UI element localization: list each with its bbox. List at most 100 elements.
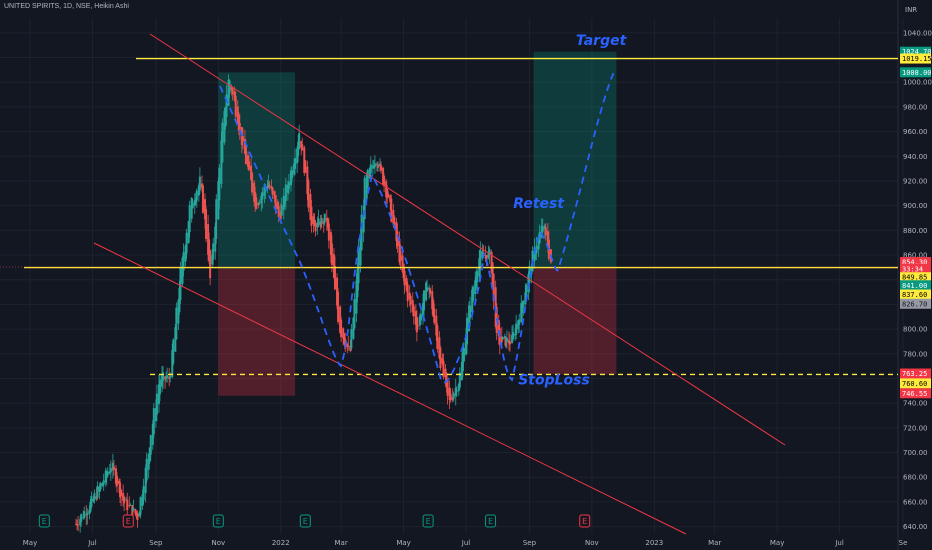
- candle-body: [132, 507, 135, 511]
- y-tick-label: 880.00: [903, 227, 928, 235]
- x-tick-label: Mar: [335, 539, 348, 547]
- y-tick-label: 680.00: [903, 474, 928, 482]
- candle-body: [322, 221, 325, 224]
- candle-body: [233, 91, 236, 101]
- candle-body: [162, 372, 165, 381]
- candle-body: [207, 224, 210, 255]
- candle-body: [454, 387, 457, 396]
- candle-body: [460, 361, 463, 380]
- price-badge-bg: [900, 378, 931, 389]
- candle-body: [448, 387, 451, 400]
- candle-body: [472, 287, 475, 301]
- candle-body: [399, 250, 402, 261]
- candle-body: [329, 232, 332, 255]
- price-badge: 826.70: [900, 298, 931, 309]
- time-axis[interactable]: May Jul Sep Nov 2022 Mar May Jul Sep Nov 2023 Mar Ma…: [23, 539, 908, 547]
- candle-body: [429, 288, 432, 294]
- candle-body: [194, 197, 197, 203]
- candle-body: [412, 306, 415, 317]
- candle-body: [524, 292, 527, 305]
- candle-body: [95, 496, 98, 499]
- candle-body: [451, 397, 454, 400]
- x-tick-label: Nov: [585, 539, 599, 547]
- price-badge: 746.55: [900, 388, 931, 399]
- candle-body: [521, 302, 524, 313]
- price-badge-label: 1024.70: [902, 48, 932, 56]
- candle-body: [129, 504, 132, 506]
- candle-body: [360, 214, 363, 251]
- exchange-label: NSE: [75, 3, 91, 10]
- candle-body: [330, 243, 333, 265]
- candle-body: [528, 266, 531, 284]
- candle-body: [79, 519, 82, 526]
- candle-body: [209, 250, 212, 279]
- price-badge-bg: [900, 53, 931, 64]
- candle-body: [215, 199, 218, 239]
- y-tick-label: 780.00: [903, 350, 928, 358]
- y-tick-label: 980.00: [903, 103, 928, 111]
- chart-style-label[interactable]: Heikin Ashi: [94, 3, 129, 10]
- candle-body: [165, 377, 168, 379]
- candle-body: [297, 141, 300, 156]
- candle-body: [261, 192, 264, 200]
- price-axis[interactable]: 640.00 660.00 680.00 700.00 720.00 740.00 760.…: [900, 29, 932, 531]
- price-badge-bg: [900, 257, 931, 268]
- price-badge-label: 760.60: [902, 380, 927, 388]
- price-badge: 841.00: [900, 280, 931, 291]
- price-badge-bg: [900, 272, 931, 283]
- annotation-stoploss: StopLoss: [518, 373, 590, 389]
- candle-body: [387, 193, 390, 198]
- y-tick-label: 860.00: [903, 252, 928, 260]
- candle-body: [200, 183, 203, 188]
- candle-body: [179, 267, 182, 300]
- candle-body: [102, 480, 105, 485]
- candle-body: [343, 333, 346, 345]
- candle-body: [254, 192, 257, 203]
- candle-body: [505, 338, 508, 342]
- candle-body: [115, 475, 118, 486]
- candle-body: [317, 218, 320, 225]
- candle-body: [201, 185, 204, 213]
- candle-body: [346, 343, 349, 348]
- candle-body: [138, 512, 141, 517]
- candle-body: [260, 195, 263, 204]
- candle-body: [125, 499, 128, 501]
- interval-label[interactable]: 1D: [63, 3, 73, 10]
- candle-body: [118, 480, 121, 484]
- candle-body: [543, 225, 546, 230]
- earnings-marker: E: [212, 514, 224, 528]
- earnings-marker-label: E: [488, 517, 493, 526]
- candle-body: [273, 191, 276, 199]
- candle-body: [120, 489, 123, 497]
- candle-body: [441, 357, 444, 364]
- earnings-marker-box: [299, 514, 311, 528]
- earnings-marker-box: [212, 514, 224, 528]
- candle-body: [316, 222, 319, 228]
- candle-body: [251, 172, 254, 193]
- candle-body: [392, 210, 395, 224]
- candle-body: [172, 339, 175, 364]
- candle-body: [131, 505, 134, 516]
- candle-body: [178, 287, 181, 312]
- candle-body: [286, 184, 289, 193]
- earnings-marker: E: [38, 514, 50, 528]
- earnings-marker-box: [579, 514, 591, 528]
- candle-body: [408, 292, 411, 300]
- candle-body: [294, 158, 297, 169]
- price-badge-bg: [900, 280, 931, 291]
- candle-body: [293, 163, 296, 175]
- candle-body: [500, 336, 503, 343]
- candle-body: [228, 80, 231, 93]
- candle-body: [538, 231, 541, 244]
- candle-body: [283, 198, 286, 203]
- candle-body: [197, 185, 200, 196]
- candle-body: [484, 254, 487, 256]
- candle-body: [77, 524, 80, 526]
- candle-body: [398, 238, 401, 263]
- candle-body: [357, 247, 360, 284]
- candle-body: [92, 498, 95, 502]
- symbol-name[interactable]: UNITED SPIRITS: [4, 3, 60, 10]
- candle-body: [319, 221, 322, 228]
- price-badge: 849.85: [900, 272, 931, 283]
